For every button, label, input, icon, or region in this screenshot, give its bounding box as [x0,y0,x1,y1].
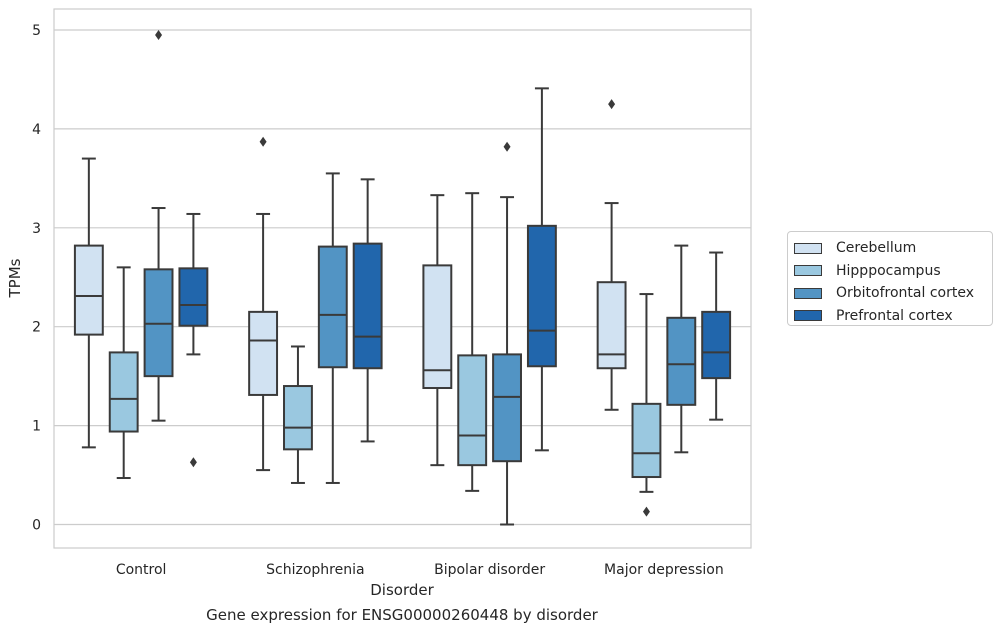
box-body [73,244,104,336]
box-body [526,224,557,368]
x-tick-label: Control [116,562,167,578]
box [596,99,627,411]
legend-item: Prefrontal cortex [794,305,992,328]
chart-caption: Gene expression for ENSG00000260448 by d… [206,606,598,624]
box [666,244,697,454]
box-body [283,385,313,451]
y-axis-label: TPMs [6,258,24,298]
legend-item: Orbitofrontal cortex [794,282,992,305]
y-tick-label: 2 [32,320,41,336]
box-body [492,353,522,463]
legend-swatch [794,265,822,277]
box-body [631,402,662,479]
legend-swatch [794,287,822,299]
box [317,172,348,484]
legend-item: Hipppocampus [794,260,992,283]
y-tick-label: 4 [32,122,41,138]
box-body [317,245,348,369]
outlier-point [155,29,163,40]
box [526,87,557,452]
legend: Cerebellum Hipppocampus Orbitofrontal co… [787,231,993,326]
box [457,192,488,492]
legend-swatch [794,310,822,322]
box-body [352,242,383,370]
legend-item: Cerebellum [794,237,992,260]
outlier-point [608,99,616,110]
box [631,293,662,517]
box [108,266,139,480]
box [178,212,209,468]
x-tick-label: Bipolar disorder [434,562,545,578]
x-tick-label: Schizophrenia [266,562,364,578]
legend-label: Prefrontal cortex [836,307,953,324]
legend-label: Cerebellum [836,240,917,257]
outlier-point [503,141,511,152]
box [143,29,174,422]
tick-labels: 0 1 2 3 4 5 Control Schizophrenia Bipolar disord… [32,23,724,578]
y-tick-label: 3 [32,221,41,237]
x-tick-label: Major depression [604,562,724,578]
box [248,136,279,472]
box-body [108,351,139,433]
legend-label: Hipppocampus [836,262,941,279]
box-body [422,264,453,390]
y-tick-label: 5 [32,23,41,39]
outlier-point [259,136,267,147]
box-groups [73,29,732,526]
box-body [701,310,732,380]
box [283,345,313,484]
box [352,178,383,443]
box [422,194,453,467]
box-body [457,354,488,467]
box [73,157,104,449]
outlier-point [189,457,197,468]
y-tick-label: 1 [32,419,41,435]
legend-swatch [794,242,822,254]
box [701,251,732,421]
x-axis-label: Disorder [370,581,434,599]
y-tick-label: 0 [32,518,41,534]
box-body [178,267,209,327]
legend-label: Orbitofrontal cortex [836,285,974,302]
outlier-point [642,506,650,517]
box-body [248,310,279,396]
box [492,141,522,526]
box-body [666,316,697,406]
